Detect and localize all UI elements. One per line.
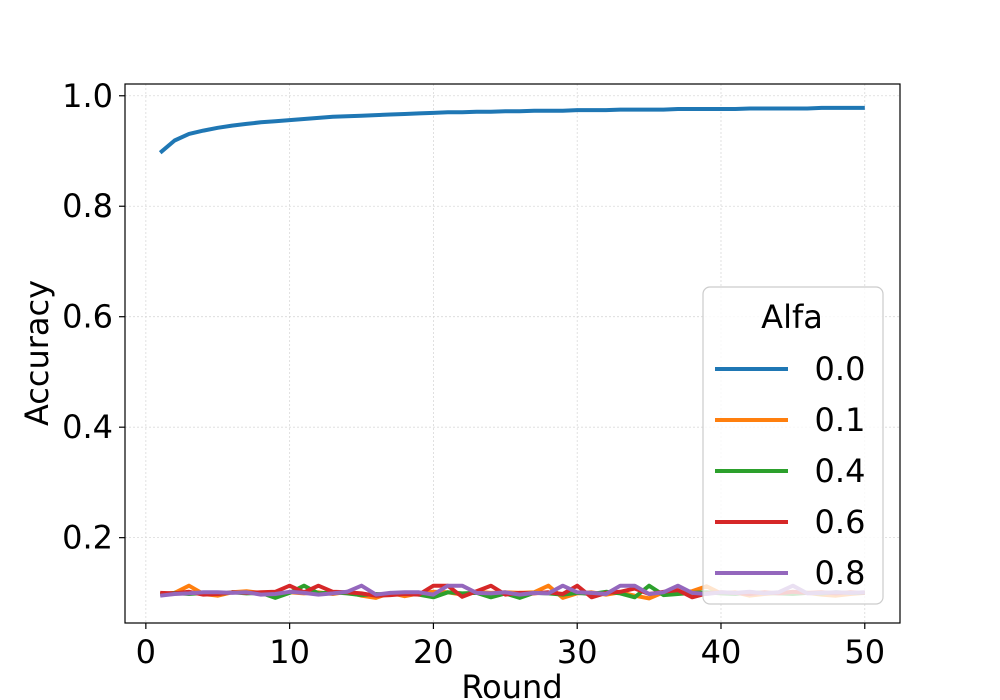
y-axis-ticks: 0.2 0.4 0.6 0.8 1.0 [62, 77, 125, 557]
x-axis-label: Round [461, 668, 562, 700]
legend-label: 0.4 [815, 452, 866, 490]
x-tick-label: 40 [701, 633, 742, 671]
legend-box [702, 286, 884, 605]
legend: Alfa 0.0 0.1 0.4 0.6 0.8 [702, 286, 884, 605]
legend-label: 0.6 [815, 503, 866, 541]
x-tick-label: 50 [844, 633, 885, 671]
series-line-0-0 [158, 105, 865, 155]
y-tick-label: 0.2 [62, 519, 113, 557]
legend-label: 0.0 [815, 350, 866, 388]
x-tick-label: 20 [413, 633, 454, 671]
legend-title: Alfa [761, 298, 823, 336]
y-tick-label: 1.0 [62, 77, 113, 115]
legend-items: 0.0 0.1 0.4 0.6 0.8 [715, 350, 865, 592]
x-tick-label: 10 [269, 633, 310, 671]
y-tick-label: 0.4 [62, 408, 113, 446]
y-tick-label: 0.8 [62, 187, 113, 225]
legend-label: 0.8 [815, 554, 866, 592]
legend-label: 0.1 [815, 401, 866, 439]
x-axis-ticks: 0 10 20 30 40 50 [136, 623, 885, 671]
x-tick-label: 30 [557, 633, 598, 671]
plot-area-frame [124, 83, 901, 624]
y-tick-label: 0.6 [62, 298, 113, 336]
x-tick-label: 0 [136, 633, 156, 671]
y-axis-label: Accuracy [18, 280, 56, 426]
